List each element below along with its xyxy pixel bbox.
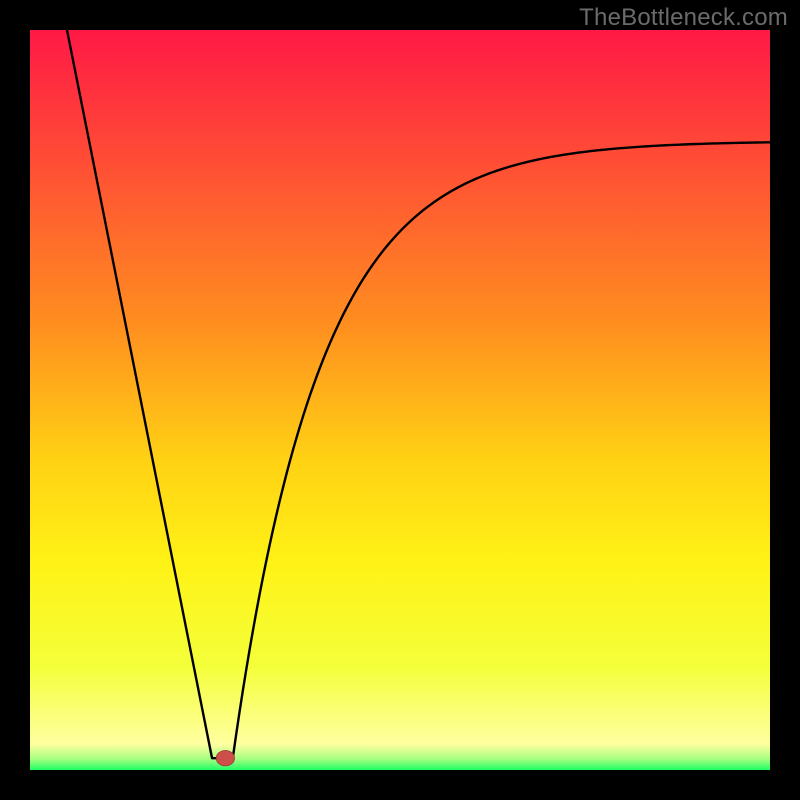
watermark-text: TheBottleneck.com xyxy=(579,4,788,32)
trough-marker xyxy=(216,750,235,766)
chart-svg xyxy=(0,0,800,800)
chart-stage: TheBottleneck.com xyxy=(0,0,800,800)
